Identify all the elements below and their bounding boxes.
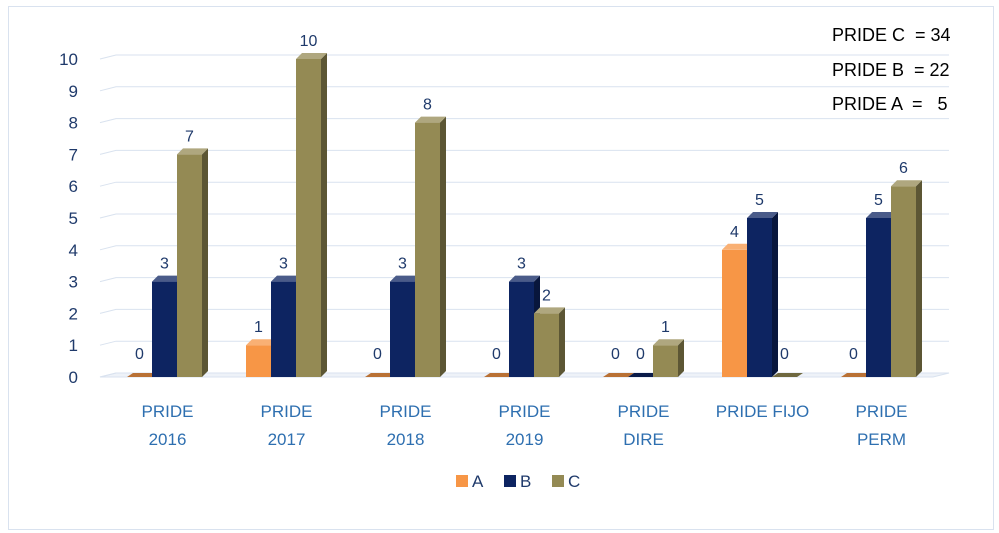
annotation-pride-a: PRIDE A = 5 (832, 94, 948, 114)
y-tick-label: 6 (69, 177, 78, 196)
bar-c-6 (891, 180, 922, 377)
x-tick-label: PRIDE (618, 402, 670, 421)
gridline (99, 277, 949, 283)
data-label-c-5: 0 (780, 346, 789, 363)
x-tick-label: PRIDE (856, 402, 908, 421)
data-label-b-5: 5 (755, 192, 764, 209)
bar-a-4 (603, 373, 634, 377)
annotation-pride-b: PRIDE B = 22 (832, 60, 950, 80)
legend-swatch (552, 475, 564, 487)
data-label-b-3: 3 (517, 256, 526, 273)
y-tick-label: 8 (69, 114, 78, 133)
data-label-a-3: 0 (492, 346, 501, 363)
data-label-b-4: 0 (636, 346, 645, 363)
bar-c-1 (296, 53, 327, 377)
y-tick-label: 9 (69, 82, 78, 101)
legend-item-a: A (456, 472, 484, 491)
x-tick-label: PRIDE (261, 402, 313, 421)
x-axis: PRIDE 2016 PRIDE 2017 PRIDE 2018 PRIDE 2019 PRID… (142, 402, 908, 449)
bar-c-5 (772, 373, 803, 377)
data-label-c-1: 10 (300, 33, 318, 50)
bar-b-4 (628, 373, 659, 377)
data-label-b-2: 3 (398, 256, 407, 273)
data-label-a-0: 0 (135, 346, 144, 363)
legend-item-b: B (504, 472, 531, 491)
data-label-b-0: 3 (160, 256, 169, 273)
legend-label: A (472, 472, 484, 491)
legend-item-c: C (552, 472, 580, 491)
gridline (99, 213, 949, 219)
data-label-c-4: 1 (661, 319, 670, 336)
legend-label: B (520, 472, 531, 491)
data-label-c-2: 8 (423, 97, 432, 114)
x-tick-label: 2019 (506, 430, 544, 449)
bar-a-0 (127, 373, 158, 377)
legend: A B C (456, 472, 580, 491)
x-tick-label: 2018 (387, 430, 425, 449)
bars (127, 53, 922, 377)
data-label-b-6: 5 (874, 192, 883, 209)
y-tick-label: 1 (69, 336, 78, 355)
y-tick-label: 4 (69, 241, 78, 260)
data-label-a-6: 0 (849, 346, 858, 363)
bar-c-4 (653, 339, 684, 377)
bar-c-2 (415, 116, 446, 377)
x-tick-label: PRIDE (499, 402, 551, 421)
annotation-pride-c: PRIDE C = 34 (832, 25, 951, 45)
y-tick-label: 7 (69, 145, 78, 164)
bar-a-2 (365, 373, 396, 377)
data-label-b-1: 3 (279, 256, 288, 273)
data-label-c-3: 2 (542, 287, 551, 304)
gridline (99, 118, 949, 124)
data-label-c-0: 7 (185, 128, 194, 145)
x-tick-label: 2016 (149, 430, 187, 449)
x-tick-label: PERM (857, 430, 906, 449)
legend-swatch (504, 475, 516, 487)
gridline (99, 308, 949, 314)
y-tick-label: 5 (69, 209, 78, 228)
data-label-c-6: 6 (899, 160, 908, 177)
y-tick-label: 0 (69, 368, 78, 387)
data-label-a-5: 4 (730, 224, 739, 241)
x-tick-label: PRIDE (380, 402, 432, 421)
gridline (99, 245, 949, 251)
gridline (99, 86, 949, 92)
data-label-a-1: 1 (254, 319, 263, 336)
data-label-a-2: 0 (373, 346, 382, 363)
x-tick-label: PRIDE FIJO (716, 402, 810, 421)
bar-c-0 (177, 148, 208, 377)
legend-swatch (456, 475, 468, 487)
x-tick-label: 2017 (268, 430, 306, 449)
y-axis: 0 1 2 3 4 5 6 7 8 9 10 (59, 50, 78, 387)
gridline (99, 181, 949, 187)
bar-a-3 (484, 373, 515, 377)
gridline (99, 149, 949, 155)
data-label-a-4: 0 (611, 346, 620, 363)
gridline (99, 54, 949, 60)
bar-b-5 (747, 212, 778, 377)
legend-label: C (568, 472, 580, 491)
x-tick-label: DIRE (623, 430, 664, 449)
y-tick-label: 10 (59, 50, 78, 69)
bar-a-6 (841, 373, 872, 377)
chart-frame (8, 6, 994, 530)
x-tick-label: PRIDE (142, 402, 194, 421)
y-tick-label: 2 (69, 304, 78, 323)
bar-c-3 (534, 307, 565, 377)
y-tick-label: 3 (69, 273, 78, 292)
